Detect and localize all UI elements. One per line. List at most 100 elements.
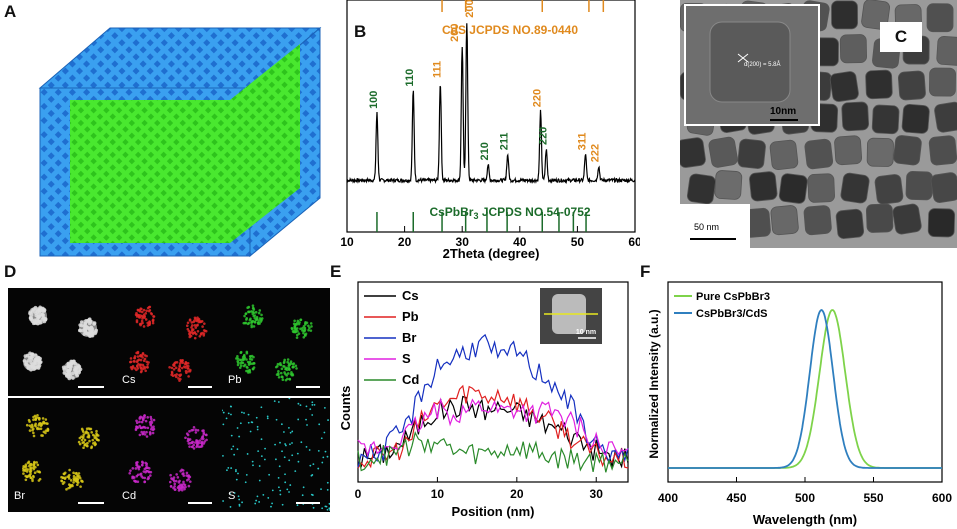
- map-dot: [62, 367, 66, 371]
- xrd-x-tick-label: 20: [398, 235, 412, 249]
- map-dot: [296, 319, 300, 323]
- map-dot: [77, 481, 80, 484]
- map-dot: [32, 431, 35, 435]
- map-dot: [181, 361, 184, 365]
- map-dot: [194, 326, 198, 329]
- map-dot: [250, 310, 253, 313]
- map-dot: [286, 377, 289, 381]
- map-dot: [25, 470, 29, 473]
- map-dot: [187, 474, 190, 477]
- map-dot: [235, 470, 237, 473]
- map-dot: [309, 408, 312, 411]
- map-dot: [90, 445, 94, 449]
- scale-bar-label: 50 nm: [694, 222, 720, 232]
- map-dot: [81, 441, 85, 445]
- xrd-frame: [346, 0, 636, 233]
- map-dot: [309, 464, 312, 467]
- map-dot: [82, 433, 86, 436]
- map-dot: [138, 316, 142, 319]
- map-dot: [252, 325, 256, 328]
- map-dot: [94, 328, 99, 333]
- map-dot: [251, 367, 255, 371]
- map-dot: [188, 319, 192, 322]
- map-dot: [77, 370, 81, 375]
- map-dot: [254, 502, 257, 505]
- map-dot: [320, 488, 322, 491]
- map-dot: [301, 494, 304, 497]
- map-dot: [146, 366, 149, 369]
- map-dot: [247, 310, 251, 314]
- map-dot: [27, 418, 31, 422]
- map-dot: [279, 361, 282, 365]
- map-dot: [258, 501, 261, 503]
- map-dot: [135, 419, 138, 423]
- map-dot: [143, 414, 146, 418]
- nanocube: [929, 67, 956, 97]
- map-dot: [152, 425, 155, 429]
- map-dot: [264, 447, 266, 450]
- map-dot: [245, 473, 248, 476]
- map-dot: [245, 318, 248, 321]
- nanocube: [803, 205, 832, 236]
- map-dot: [296, 504, 299, 507]
- map-dot: [70, 371, 75, 376]
- nanocube: [897, 70, 926, 101]
- map-dot: [69, 485, 72, 488]
- map-dot: [172, 368, 176, 371]
- pl-series-line: [668, 309, 942, 469]
- map-dot: [192, 443, 196, 447]
- map-dot: [195, 324, 199, 327]
- map-dot: [145, 435, 149, 438]
- map-dot: [146, 363, 149, 366]
- map-dot: [28, 429, 32, 432]
- map-dot: [41, 309, 45, 313]
- xrd-x-tick-label: 50: [571, 235, 585, 249]
- map-dot: [281, 378, 285, 381]
- map-dot: [182, 480, 185, 484]
- map-dot: [311, 404, 314, 406]
- map-dot: [246, 360, 250, 364]
- map-dot: [26, 366, 31, 371]
- map-dot: [30, 352, 34, 357]
- map-dot: [263, 458, 266, 461]
- map-dot: [75, 365, 79, 370]
- map-dot: [85, 430, 88, 433]
- map-pb-label: Pb: [228, 374, 242, 386]
- map-dot: [184, 436, 187, 440]
- map-dot: [277, 476, 280, 479]
- map-dot: [32, 418, 35, 422]
- line-scan-x-tick-label: 30: [590, 487, 604, 501]
- nanocube: [871, 104, 900, 135]
- map-dot: [178, 362, 182, 365]
- map-dot: [198, 334, 202, 338]
- inset-scale-label: 10nm: [770, 106, 797, 117]
- line-scan-x-axis-title: Position (nm): [451, 504, 534, 519]
- map-dot: [326, 488, 329, 491]
- map-dot: [32, 463, 36, 467]
- map-dot: [286, 358, 290, 361]
- map-dot: [97, 438, 100, 442]
- map-dot: [285, 444, 287, 447]
- map-dot: [202, 329, 206, 332]
- map-dot: [82, 327, 87, 331]
- map-dot: [93, 436, 97, 440]
- map-dot: [180, 488, 184, 492]
- map-dot: [62, 371, 67, 375]
- map-dot: [88, 439, 91, 443]
- map-dot: [277, 372, 280, 375]
- map-dot: [172, 476, 176, 479]
- map-dot: [199, 445, 203, 449]
- map-dot: [205, 438, 208, 442]
- map-dot: [323, 407, 326, 409]
- map-dot: [92, 442, 95, 445]
- map-dot: [204, 433, 208, 437]
- map-dot: [78, 367, 83, 372]
- map-dot: [81, 429, 85, 432]
- map-dot: [83, 438, 87, 442]
- map-dot: [284, 443, 287, 445]
- map-dot: [283, 358, 286, 362]
- map-dot: [149, 474, 152, 477]
- map-dot: [286, 488, 289, 491]
- map-dot: [305, 405, 308, 408]
- nanocube: [737, 138, 766, 169]
